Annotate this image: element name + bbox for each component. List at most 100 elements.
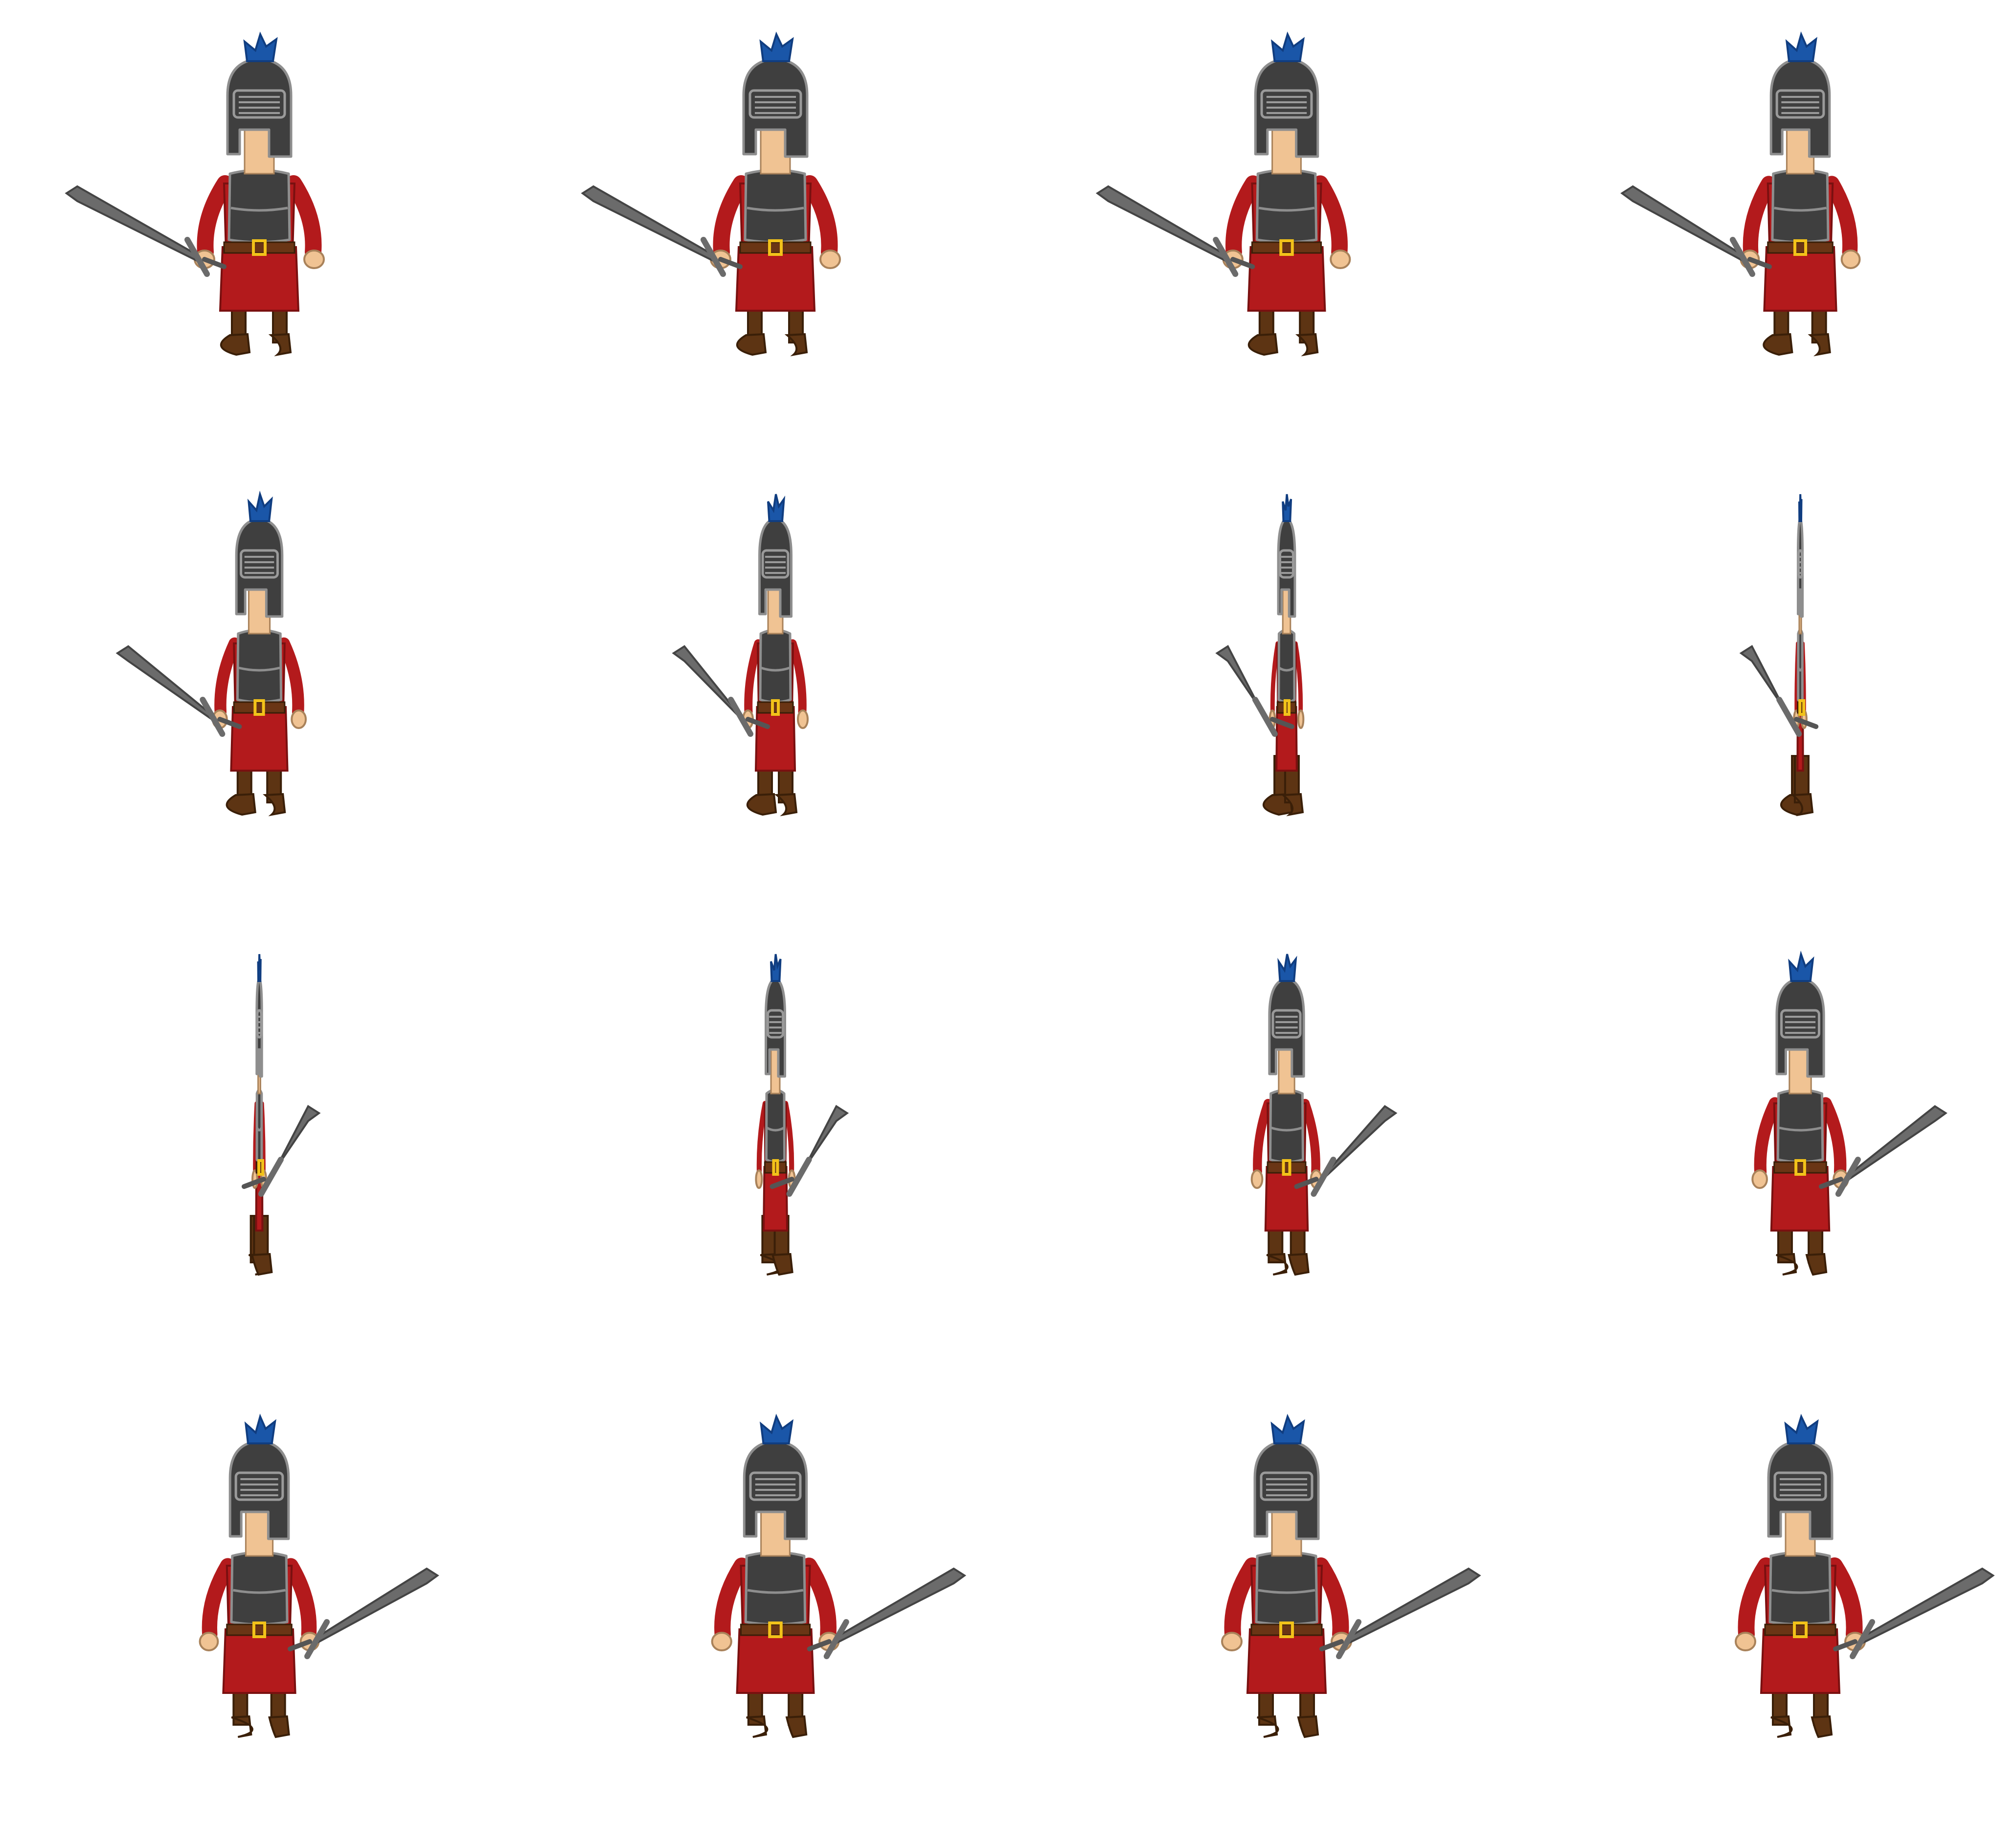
sword bbox=[65, 185, 227, 277]
helmet-visor bbox=[748, 89, 802, 119]
breastplate bbox=[227, 169, 291, 244]
sword-crossguard bbox=[1835, 1157, 1861, 1197]
knight-frame-8 bbox=[1556, 482, 2016, 903]
breastplate bbox=[1776, 1089, 1824, 1164]
breastplate bbox=[1269, 1089, 1304, 1164]
sword-hilt bbox=[1747, 257, 1772, 269]
breastplate bbox=[1277, 629, 1296, 704]
sword-crossguard bbox=[1252, 697, 1278, 737]
sword-crossguard bbox=[1776, 697, 1802, 737]
plume bbox=[759, 31, 794, 62]
sword-crossguard bbox=[1311, 1157, 1336, 1197]
belt bbox=[1764, 1623, 1836, 1636]
hand bbox=[755, 1169, 763, 1189]
tunic-skirt bbox=[1763, 246, 1837, 312]
plume bbox=[759, 1414, 794, 1444]
hand bbox=[303, 250, 325, 269]
plume bbox=[244, 1414, 276, 1444]
sword-crossguard bbox=[1850, 1619, 1875, 1659]
breastplate bbox=[765, 1089, 786, 1164]
sword-hilt bbox=[1294, 1177, 1319, 1189]
helmet-visor bbox=[240, 549, 279, 579]
knight-sprite bbox=[711, 1414, 967, 1738]
helmet-visor bbox=[232, 89, 286, 119]
knight-frame-14 bbox=[531, 1404, 1020, 1825]
tunic-skirt bbox=[754, 706, 796, 772]
knight-sprite bbox=[1250, 954, 1398, 1276]
sword-blade bbox=[65, 185, 203, 264]
sword-hilt bbox=[1230, 257, 1255, 269]
sword bbox=[115, 645, 242, 737]
tunic-skirt bbox=[1247, 246, 1326, 312]
belt bbox=[1251, 241, 1322, 254]
boots bbox=[736, 295, 808, 357]
sword-blade bbox=[831, 1567, 967, 1646]
knight-figure bbox=[1095, 31, 1351, 357]
belt-buckle bbox=[1793, 239, 1808, 256]
tunic-skirt bbox=[1275, 706, 1298, 772]
sword bbox=[1739, 645, 1819, 737]
plume bbox=[1785, 31, 1817, 62]
sword bbox=[1294, 1105, 1398, 1197]
helmet-visor bbox=[761, 549, 790, 579]
helmet-visor bbox=[1278, 549, 1295, 579]
knight-sprite bbox=[1221, 1414, 1481, 1738]
sword bbox=[581, 185, 743, 277]
sword bbox=[770, 1105, 849, 1197]
belt-buckle bbox=[771, 699, 780, 716]
sword bbox=[1215, 645, 1294, 737]
arms bbox=[211, 637, 307, 729]
sword-blade bbox=[1343, 1567, 1481, 1646]
hand bbox=[1221, 1632, 1243, 1651]
breastplate bbox=[236, 629, 283, 704]
breastplate bbox=[744, 169, 807, 244]
sword-hilt bbox=[1833, 1639, 1857, 1651]
sword bbox=[672, 645, 770, 737]
sword bbox=[1319, 1567, 1481, 1659]
tunic-skirt bbox=[1770, 1166, 1831, 1232]
hand bbox=[1250, 1169, 1264, 1189]
arms bbox=[199, 1558, 320, 1651]
tunic-skirt bbox=[736, 1628, 815, 1694]
knight-frame-7 bbox=[1042, 482, 1531, 903]
sword-blade bbox=[1095, 185, 1231, 264]
helmet-visor bbox=[749, 1471, 802, 1501]
breastplate bbox=[759, 629, 792, 704]
helmet-visor bbox=[1780, 1009, 1820, 1039]
knight-figure bbox=[711, 1414, 967, 1738]
sword-crossguard bbox=[258, 1157, 284, 1197]
tunic-skirt bbox=[222, 1628, 296, 1694]
sword bbox=[807, 1567, 967, 1659]
plume bbox=[1270, 31, 1305, 62]
sword-hilt bbox=[718, 257, 743, 269]
hand bbox=[1751, 1169, 1768, 1189]
plume bbox=[1784, 1414, 1819, 1444]
knight-sprite bbox=[199, 1414, 439, 1738]
belt-buckle bbox=[768, 239, 783, 256]
knight-figure bbox=[1620, 31, 1861, 357]
sword-blade bbox=[1317, 1105, 1398, 1184]
knight-frame-16 bbox=[1556, 1404, 2016, 1825]
tunic-skirt bbox=[1264, 1166, 1309, 1232]
sword-hilt bbox=[1319, 1639, 1344, 1651]
sword-blade bbox=[1842, 1105, 1948, 1184]
sword-crossguard bbox=[304, 1619, 330, 1659]
belt-buckle bbox=[1794, 1159, 1806, 1176]
breastplate bbox=[1255, 1551, 1318, 1626]
belt-buckle bbox=[772, 1159, 779, 1176]
breastplate bbox=[230, 1551, 289, 1626]
knight-frame-2 bbox=[531, 22, 1020, 443]
sword-hilt bbox=[746, 717, 770, 729]
breastplate bbox=[744, 1551, 807, 1626]
sword-crossguard bbox=[701, 237, 726, 277]
sword-hilt bbox=[241, 1177, 266, 1189]
helmet-visor bbox=[1271, 1009, 1302, 1039]
knight-figure bbox=[1751, 950, 1948, 1276]
helmet-visor bbox=[256, 1009, 263, 1039]
belt-buckle bbox=[768, 1621, 783, 1638]
hand bbox=[1297, 709, 1305, 729]
plume bbox=[1277, 954, 1297, 982]
knight-sprite bbox=[1620, 31, 1861, 357]
knight-figure bbox=[1221, 1414, 1481, 1738]
belt bbox=[740, 1623, 811, 1636]
